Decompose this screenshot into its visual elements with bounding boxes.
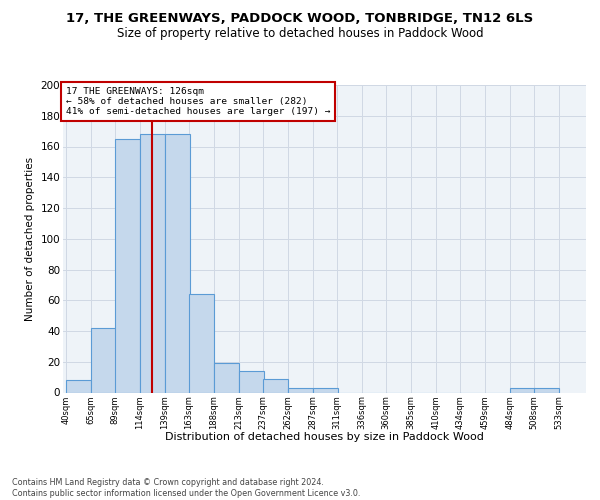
Bar: [115, 139, 140, 392]
Text: Size of property relative to detached houses in Paddock Wood: Size of property relative to detached ho…: [116, 28, 484, 40]
Bar: [313, 388, 338, 392]
Bar: [535, 388, 559, 392]
Bar: [91, 328, 116, 392]
Bar: [511, 388, 535, 392]
Text: 17 THE GREENWAYS: 126sqm
← 58% of detached houses are smaller (282)
41% of semi-: 17 THE GREENWAYS: 126sqm ← 58% of detach…: [65, 86, 330, 117]
Bar: [165, 134, 190, 392]
Bar: [239, 371, 264, 392]
Bar: [140, 134, 165, 392]
Bar: [263, 378, 288, 392]
Text: Contains HM Land Registry data © Crown copyright and database right 2024.
Contai: Contains HM Land Registry data © Crown c…: [12, 478, 361, 498]
Bar: [288, 388, 313, 392]
Bar: [214, 364, 239, 392]
Text: Distribution of detached houses by size in Paddock Wood: Distribution of detached houses by size …: [164, 432, 484, 442]
Bar: [189, 294, 214, 392]
Y-axis label: Number of detached properties: Number of detached properties: [25, 156, 35, 321]
Bar: [66, 380, 91, 392]
Text: 17, THE GREENWAYS, PADDOCK WOOD, TONBRIDGE, TN12 6LS: 17, THE GREENWAYS, PADDOCK WOOD, TONBRID…: [67, 12, 533, 26]
